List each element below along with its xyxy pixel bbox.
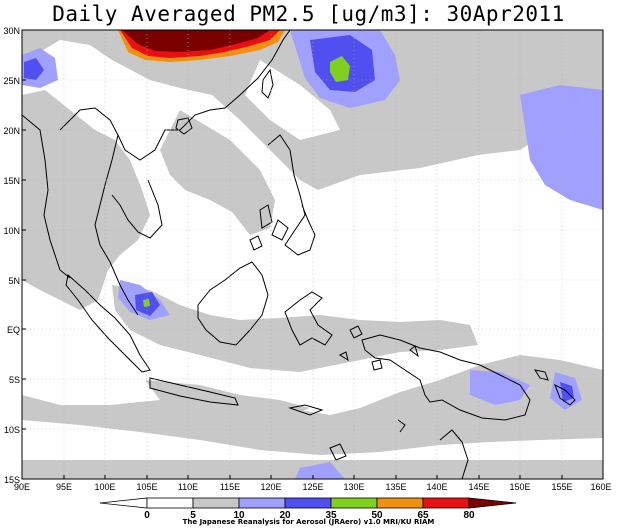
blue-region-nw	[24, 58, 44, 80]
y-tick-label: 5N	[8, 276, 20, 286]
colorbar-segment	[284, 497, 332, 509]
gray-region-java	[145, 380, 310, 420]
x-tick-label: 140E	[426, 482, 447, 492]
colorbar-label: 65	[417, 510, 429, 521]
colorbar-segment	[99, 497, 148, 509]
x-tick-label: 105E	[136, 482, 157, 492]
colorbar-label: 80	[463, 510, 475, 521]
green-region-small	[143, 299, 150, 307]
y-tick-label: EQ	[7, 325, 20, 335]
x-tick-label: 115E	[220, 482, 240, 492]
coastline-timor	[288, 404, 324, 416]
x-tick-label: 90E	[14, 482, 30, 492]
y-tick-label: 20N	[3, 126, 20, 136]
colorbar-label: 50	[371, 510, 383, 521]
x-tick-label: 130E	[343, 482, 364, 492]
x-tick-label: 120E	[260, 482, 281, 492]
x-tick-label: 135E	[385, 482, 406, 492]
gray-region-indochina	[22, 90, 150, 310]
colorbar-segment	[192, 497, 240, 509]
y-tick-label: 15N	[3, 176, 20, 186]
map-title: Daily Averaged PM2.5 [ug/m3]: 30Apr2011	[52, 2, 565, 26]
colorbar-label: 35	[325, 510, 337, 521]
coastline-solomon	[533, 369, 576, 406]
gray-region-scs	[160, 110, 275, 235]
grid-lines	[22, 30, 603, 479]
colorbar-segment	[422, 497, 470, 509]
coastline-australia	[397, 419, 469, 479]
colorbar-labels: 0 5 10 20 35 50 65 80	[144, 510, 475, 521]
x-tick-label: 150E	[509, 482, 530, 492]
tick-marks	[21, 29, 604, 480]
clean-air-hole	[22, 420, 603, 460]
green-region	[330, 56, 350, 82]
y-tick-label: 15S	[4, 475, 20, 485]
x-tick-label: 155E	[551, 482, 572, 492]
x-tick-label: 145E	[468, 482, 489, 492]
colorbar-segment	[238, 497, 286, 509]
coastline-newguinea	[361, 334, 531, 421]
coastline-sulawesi	[284, 291, 333, 346]
coastline-sumatra	[65, 274, 151, 373]
y-tick-label: 30N	[3, 26, 20, 36]
colorbar	[99, 497, 517, 509]
colorbar-label: 0	[144, 510, 150, 521]
gray-region-equator	[112, 285, 478, 372]
x-tick-label: 110E	[178, 482, 198, 492]
x-tick-label: 160E	[590, 482, 611, 492]
clean-air-hole	[245, 60, 340, 140]
gray-region-left-edge	[22, 220, 45, 265]
colorbar-segment	[330, 497, 378, 509]
colorbar-label: 20	[279, 510, 291, 521]
colorbar-segment	[376, 497, 424, 509]
concentration-fields	[22, 30, 603, 479]
lightblue-region-pacific	[520, 85, 603, 210]
x-tick-label: 95E	[56, 482, 72, 492]
x-axis-labels: 90E 95E 100E 105E 110E 115E 120E 125E 13…	[14, 482, 612, 492]
y-tick-label: 10N	[3, 226, 20, 236]
coastline-islands	[249, 235, 419, 461]
lightblue-region-sw	[295, 462, 345, 479]
x-tick-label: 125E	[302, 482, 323, 492]
y-tick-label: 5S	[9, 375, 20, 385]
coastline-borneo	[197, 261, 269, 346]
coastline-indochina	[22, 30, 291, 316]
colorbar-label: 10	[233, 510, 245, 521]
credit-line: The Japanese Reanalysis for Aerosol (JRA…	[182, 518, 435, 526]
coastline-java	[149, 377, 239, 406]
darkred-region	[122, 30, 270, 52]
coastline-taiwan	[261, 68, 274, 99]
y-tick-label: 25N	[3, 76, 20, 86]
x-tick-label: 100E	[94, 482, 115, 492]
y-tick-label: 10S	[4, 425, 20, 435]
colorbar-segment	[146, 497, 194, 509]
colorbar-segment	[468, 497, 517, 509]
y-axis-labels: 30N 25N 20N 15N 10N 5N EQ 5S 10S 15S	[3, 26, 20, 485]
colorbar-label: 5	[190, 510, 196, 521]
